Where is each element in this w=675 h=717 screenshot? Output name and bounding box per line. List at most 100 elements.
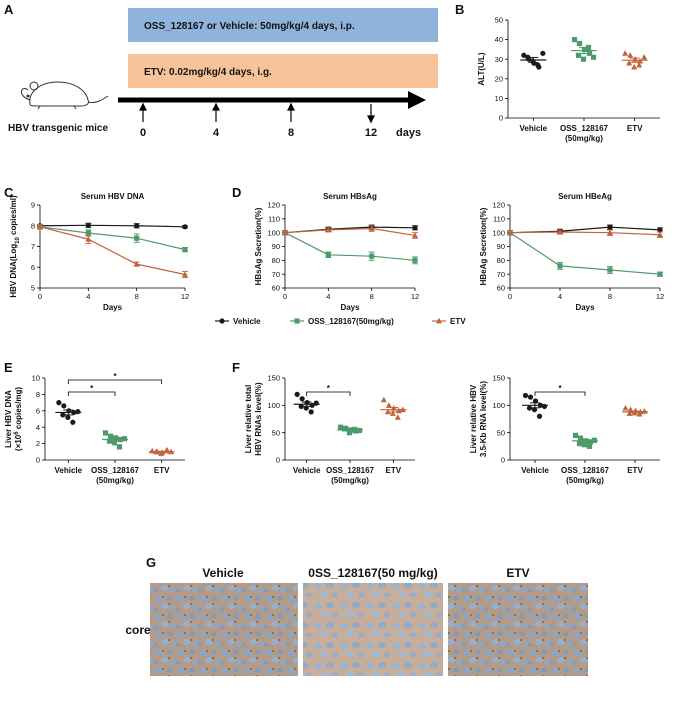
y-axis-label: HBV DNA(Log10 copies/ml) — [9, 195, 21, 298]
y-tick-label: 100 — [267, 401, 280, 410]
y-tick-label: 100 — [492, 228, 505, 237]
label-part: copies/ml) — [9, 195, 18, 237]
chart: 0 50 100 150 Liver relative HBV 3.5-Kb RNA le… — [469, 374, 660, 485]
y-tick-label: 70 — [497, 270, 505, 279]
x-axis-label: Days — [575, 303, 595, 312]
legend-label: ETV — [450, 317, 466, 326]
y-axis-label: Liver relative HBV — [469, 384, 478, 453]
point — [37, 223, 43, 230]
y-tick-label: 20 — [495, 74, 503, 83]
point — [577, 435, 584, 441]
y-tick-label: 9 — [31, 201, 35, 210]
y-axis-label: 3.5-Kb RNA level(%) — [479, 381, 488, 458]
x-tick-label: ETV — [154, 466, 170, 475]
legend-label: Vehicle — [233, 317, 261, 326]
dose-arrows — [139, 102, 375, 124]
chart-title: Serum HBeAg — [558, 192, 612, 201]
panel-a: A OSS_128167 or Vehicle: 50mg/kg/4 days,… — [4, 2, 438, 139]
point — [631, 63, 638, 70]
x-tick-label: 12 — [181, 292, 189, 301]
point — [341, 426, 348, 432]
y-axis-label: Liver HBV DNA — [4, 390, 13, 448]
significance-label: * — [113, 372, 117, 381]
y-tick-label: 70 — [272, 270, 280, 279]
x-tick-label: OSS_128167 — [561, 466, 610, 475]
x-tick-label: 8 — [135, 292, 139, 301]
x-tick-label: 8 — [608, 292, 612, 301]
point — [436, 317, 442, 324]
subject-label: HBV transgenic mice — [8, 123, 108, 134]
point — [294, 318, 300, 324]
timepoint: 4 — [213, 127, 220, 139]
x-tick-label: OSS_128167 — [560, 124, 609, 133]
time-unit: days — [396, 127, 421, 139]
series-line — [39, 226, 186, 251]
y-axis-label: HBsAg Secretion(%) — [254, 207, 263, 285]
y-axis-label: (×106 copies/mg) — [14, 387, 23, 451]
series-line — [284, 232, 416, 261]
y-tick-label: 90 — [272, 242, 280, 251]
significance-bracket — [67, 391, 116, 396]
panel-letter: A — [4, 2, 14, 17]
point — [607, 224, 613, 230]
point — [522, 392, 529, 399]
column-label: ETV — [506, 566, 529, 580]
chart: C Serum HBV DNA 5 6 7 8 9 HBV DNA(Log10 copies/… — [4, 185, 189, 312]
y-axis-label: Liver relative total — [244, 385, 253, 453]
point — [61, 403, 67, 409]
panel-letter: F — [232, 360, 240, 375]
point — [586, 50, 593, 56]
label-part: 10 — [15, 237, 21, 244]
y-tick-label: 8 — [31, 221, 35, 230]
point — [70, 419, 76, 425]
y-tick-label: 6 — [31, 263, 35, 272]
point — [337, 424, 344, 430]
point — [535, 62, 541, 68]
legend-label: OSS_128167(50mg/kg) — [308, 317, 394, 326]
y-tick-label: 30 — [495, 55, 503, 64]
significance-bracket — [67, 379, 163, 384]
point — [56, 400, 62, 406]
x-tick-label: 0 — [38, 292, 42, 301]
x-tick-label: 12 — [411, 292, 419, 301]
point — [525, 54, 531, 60]
point — [576, 441, 583, 447]
legend: Vehicle OSS_128167(50mg/kg) ETV — [215, 317, 466, 326]
column-label: Vehicle — [202, 566, 244, 580]
point — [536, 413, 543, 419]
significance-bracket — [534, 391, 586, 396]
y-tick-label: 80 — [272, 256, 280, 265]
x-tick-label: Vehicle — [55, 466, 83, 475]
point — [121, 436, 128, 442]
point — [622, 404, 629, 411]
micrograph — [303, 583, 443, 676]
point — [532, 398, 539, 404]
point — [107, 433, 114, 439]
point — [385, 402, 392, 408]
x-tick-label: Vehicle — [520, 124, 548, 133]
point — [102, 430, 109, 436]
point — [636, 410, 643, 417]
point — [521, 52, 527, 58]
y-tick-label: 60 — [272, 284, 280, 293]
point — [627, 52, 634, 58]
point — [158, 450, 165, 456]
point — [111, 440, 118, 446]
panel-letter: B — [455, 2, 464, 17]
x-tick-label: ETV — [627, 124, 643, 133]
point — [531, 407, 538, 413]
x-tick-label: ETV — [627, 466, 643, 475]
x-axis-label: Days — [103, 303, 123, 312]
point — [526, 405, 533, 411]
point — [394, 414, 401, 420]
y-axis-label: HBeAg Secretion(%) — [479, 207, 488, 285]
mouse-icon — [21, 81, 109, 110]
timepoint: 0 — [140, 127, 146, 139]
point — [116, 444, 123, 450]
point — [557, 263, 563, 269]
x-tick-label: Vehicle — [293, 466, 321, 475]
point — [657, 231, 663, 238]
